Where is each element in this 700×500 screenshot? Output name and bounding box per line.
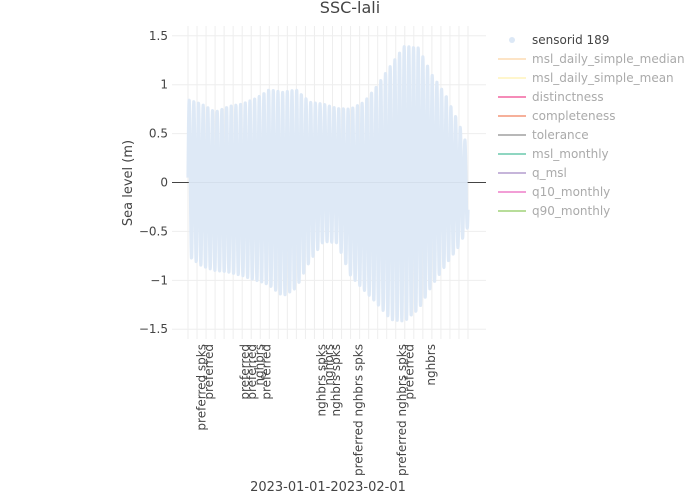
legend-label: completeness — [532, 109, 616, 123]
x-category-label: preferred nghbrs spks — [395, 344, 409, 476]
legend-label: q_msl — [532, 166, 567, 180]
legend-label: tolerance — [532, 128, 589, 142]
y-tick-label: 1 — [160, 78, 168, 92]
x-axis-title: 2023-01-01-2023-02-01 — [250, 480, 406, 495]
legend-label: q10_monthly — [532, 185, 610, 199]
legend-label: q90_monthly — [532, 204, 610, 218]
y-axis-title: Sea level (m) — [121, 140, 136, 226]
x-category-label: preferred — [245, 344, 259, 400]
x-category-label: preferred spks — [195, 344, 209, 431]
data-layer — [186, 45, 470, 323]
legend-label: msl_daily_simple_mean — [532, 71, 674, 85]
y-tick-label: 0 — [160, 176, 168, 190]
legend-label: msl_monthly — [532, 147, 609, 161]
x-category-label: preferred — [202, 344, 216, 400]
legend-label: distinctness — [532, 90, 604, 104]
y-tick-label: −1.5 — [139, 322, 168, 336]
x-category-label: nghbrs — [252, 344, 266, 386]
legend-label: sensorid 189 — [532, 33, 609, 47]
legend-label: msl_daily_simple_median — [532, 52, 685, 66]
x-category-label: preferred — [260, 344, 274, 400]
x-category-label: preferred — [402, 344, 416, 400]
legend: sensorid 189 msl_daily_simple_median msl_d… — [498, 33, 685, 218]
y-tick-label: −1 — [150, 273, 168, 287]
x-category-label: nghbrs — [322, 344, 336, 386]
chart-title: SSC-lali — [320, 0, 380, 17]
x-category-label: nghbrs spks — [329, 344, 343, 417]
legend-marker-sensor — [509, 37, 515, 43]
y-tick-label: 1.5 — [149, 29, 168, 43]
x-category-label: nghbrs — [424, 344, 438, 386]
sensorid-189-series — [186, 45, 470, 323]
x-category-label: preferred — [238, 344, 252, 400]
x-category-label: preferred nghbrs spks — [352, 344, 366, 476]
y-tick-label: −0.5 — [139, 224, 168, 238]
y-tick-label: 0.5 — [149, 127, 168, 141]
x-category-label: nghbrs spks — [315, 344, 329, 417]
